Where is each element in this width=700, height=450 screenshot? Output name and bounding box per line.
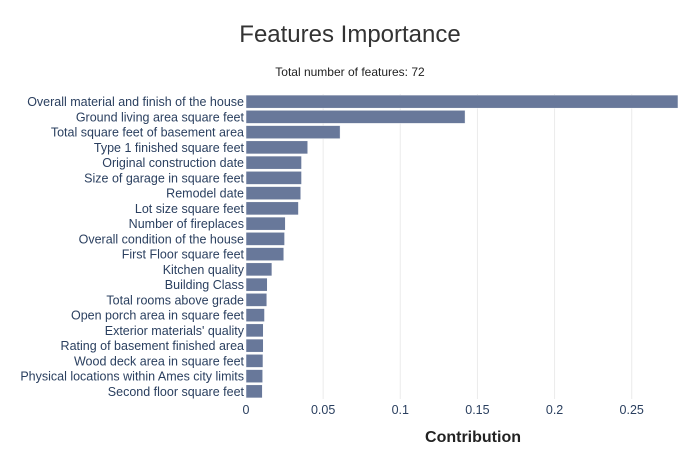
bar: [245, 110, 466, 124]
y-tick-label: Open porch area in square feet: [71, 309, 245, 323]
y-tick-label: Original construction date: [102, 156, 244, 170]
chart-subtitle: Total number of features: 72: [275, 65, 425, 79]
y-tick-label: First Floor square feet: [122, 248, 245, 262]
bars: [245, 94, 679, 399]
bar: [245, 155, 302, 170]
x-tick-label: 0.05: [311, 403, 335, 417]
x-tick-label: 0.2: [546, 403, 563, 417]
x-axis-ticks: 0 0.05 0.1 0.15 0.2 0.25: [243, 403, 644, 417]
x-tick-label: 0.1: [392, 403, 409, 417]
bar: [245, 216, 286, 231]
y-axis-labels: Overall material and finish of the house…: [20, 95, 244, 399]
bar: [245, 247, 285, 261]
y-tick-label: Kitchen quality: [163, 263, 245, 277]
x-tick-label: 0.25: [620, 403, 644, 417]
y-tick-label: Remodel date: [166, 187, 244, 201]
bar: [245, 384, 263, 399]
y-tick-label: Type 1 finished square feet: [94, 141, 245, 155]
x-axis-label: Contribution: [425, 429, 521, 446]
y-tick-label: Number of fireplaces: [129, 217, 244, 231]
bar: [245, 323, 264, 338]
bar: [245, 171, 302, 185]
y-tick-label: Exterior materials' quality: [105, 324, 245, 338]
bar: [245, 94, 679, 109]
y-tick-label: Wood deck area in square feet: [74, 354, 245, 368]
bar: [245, 338, 264, 353]
y-tick-label: Size of garage in square feet: [84, 171, 244, 185]
x-tick-label: 0.15: [465, 403, 489, 417]
y-tick-label: Second floor square feet: [108, 385, 245, 399]
y-tick-label: Ground living area square feet: [76, 110, 245, 124]
bar: [245, 186, 302, 200]
y-tick-label: Overall condition of the house: [79, 232, 244, 246]
bar: [245, 262, 273, 277]
bar: [245, 277, 268, 292]
y-tick-label: Overall material and finish of the house: [27, 95, 244, 109]
y-tick-label: Total square feet of basement area: [51, 126, 244, 140]
y-tick-label: Total rooms above grade: [106, 293, 244, 307]
bar: [245, 308, 265, 322]
bar: [245, 354, 264, 368]
y-tick-label: Physical locations within Ames city limi…: [20, 370, 244, 384]
bar: [245, 201, 299, 216]
chart-title: Features Importance: [239, 21, 461, 48]
bar: [245, 125, 341, 139]
x-tick-label: 0: [243, 403, 250, 417]
y-tick-label: Lot size square feet: [135, 202, 245, 216]
bar: [245, 293, 268, 307]
bar: [245, 369, 263, 383]
y-tick-label: Rating of basement finished area: [61, 339, 244, 353]
y-tick-label: Building Class: [165, 278, 244, 292]
gridlines: [322, 94, 633, 399]
bar: [245, 140, 308, 155]
bar: [245, 232, 285, 246]
